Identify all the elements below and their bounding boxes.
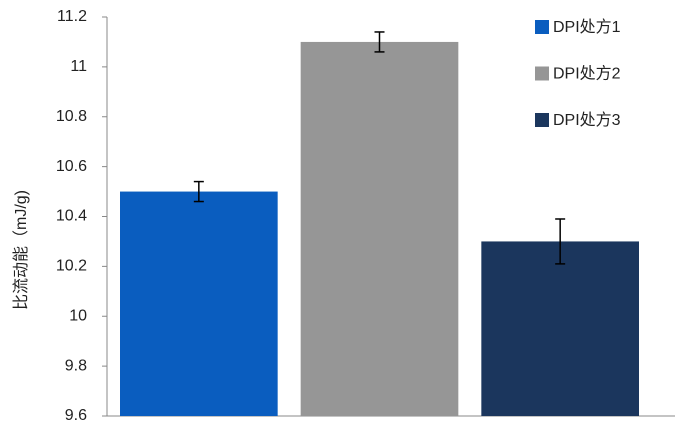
y-tick-label: 10.6 [56, 158, 87, 175]
legend-label: DPI处方2 [553, 65, 621, 83]
y-tick-label: 11.2 [57, 8, 87, 25]
y-axis-label: 比流动能（mJ/g) [12, 190, 30, 310]
y-tick-label: 10.8 [56, 108, 87, 125]
bar [481, 241, 639, 416]
legend-label: DPI处方1 [553, 18, 621, 36]
bar [120, 191, 278, 416]
legend-label: DPI处方3 [553, 111, 621, 129]
y-tick-label: 11 [70, 58, 87, 75]
legend-swatch [535, 113, 549, 127]
y-tick-label: 9.8 [65, 357, 87, 374]
y-tick-label: 9.6 [65, 407, 87, 424]
bar [300, 41, 459, 416]
y-tick-label: 10.4 [56, 208, 87, 225]
legend-swatch [535, 66, 549, 81]
error-bar [374, 31, 385, 53]
error-bar [193, 180, 204, 203]
error-bar [555, 218, 566, 265]
y-tick-label: 10.2 [56, 258, 87, 275]
legend-swatch [535, 20, 549, 34]
y-tick-label: 10 [69, 307, 87, 324]
